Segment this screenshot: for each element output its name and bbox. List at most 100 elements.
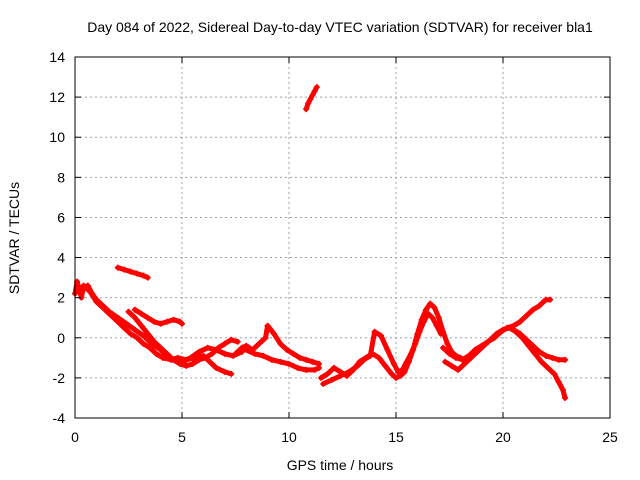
series-arc-10-points	[320, 310, 444, 387]
data-point	[371, 328, 378, 335]
data-point	[549, 354, 556, 361]
series-arc-1	[72, 279, 234, 377]
data-point	[459, 356, 466, 363]
y-tick-label: 10	[49, 129, 65, 145]
series-arc-7	[243, 347, 322, 373]
data-point	[256, 340, 263, 347]
series-arc-4-points	[114, 264, 151, 281]
data-point	[390, 360, 397, 367]
x-tick-label: 5	[178, 429, 186, 445]
data-point	[204, 344, 211, 351]
x-axis-label: GPS time / hours	[287, 457, 394, 473]
data-point	[179, 320, 185, 327]
data-point	[422, 306, 429, 313]
axis-layer: 0 5 10 15 20 25 -4 -2 0 2 4 6 8 10 12 14	[49, 49, 618, 445]
data-point	[234, 338, 241, 345]
data-point	[196, 356, 203, 363]
data-point	[164, 350, 171, 357]
data-point	[138, 310, 145, 317]
data-point	[140, 332, 147, 339]
y-tick-label: 8	[57, 169, 65, 185]
data-point	[532, 350, 539, 357]
data-point	[416, 328, 423, 335]
data-point	[562, 356, 569, 363]
data-point	[435, 314, 442, 321]
data-point	[544, 364, 551, 371]
data-point	[393, 374, 399, 381]
data-point	[437, 330, 444, 337]
series-arc-12	[442, 325, 568, 401]
y-tick-label: 6	[57, 209, 65, 225]
data-point	[157, 344, 164, 351]
data-point	[146, 344, 153, 351]
data-point	[131, 314, 138, 321]
data-point	[318, 374, 325, 381]
data-point	[93, 296, 100, 303]
data-point	[382, 362, 389, 369]
series-layer	[72, 84, 569, 401]
data-point	[277, 358, 284, 365]
data-point	[170, 356, 177, 363]
data-point	[127, 268, 134, 275]
data-point	[134, 270, 141, 277]
chart-title: Day 084 of 2022, Sidereal Day-to-day VTE…	[87, 19, 593, 35]
data-point	[131, 306, 138, 313]
data-point	[125, 308, 132, 315]
data-point	[134, 334, 141, 341]
data-point	[153, 350, 160, 357]
data-point	[452, 354, 459, 361]
data-point	[315, 364, 322, 371]
data-point	[461, 360, 468, 367]
data-point	[106, 308, 113, 315]
data-point	[354, 362, 361, 369]
series-arc-13-points	[510, 326, 569, 363]
data-point	[221, 350, 228, 357]
data-point	[397, 372, 404, 379]
data-point	[123, 320, 130, 327]
data-point	[431, 304, 438, 311]
data-point	[538, 358, 545, 365]
data-point	[286, 360, 292, 367]
data-point	[399, 366, 406, 373]
data-point	[140, 340, 147, 347]
data-point	[290, 350, 297, 357]
data-point	[260, 352, 267, 359]
data-point	[523, 336, 530, 343]
data-point	[262, 334, 269, 341]
data-point	[271, 330, 278, 337]
data-point	[429, 314, 436, 321]
x-tick-label: 10	[281, 429, 297, 445]
data-point	[268, 356, 275, 363]
data-point	[547, 296, 554, 303]
data-point	[176, 360, 183, 367]
data-point	[228, 370, 235, 377]
data-point	[164, 318, 171, 325]
data-point	[114, 264, 121, 271]
data-point	[551, 370, 558, 377]
data-point	[444, 340, 451, 347]
data-point	[243, 346, 250, 353]
data-point	[151, 318, 158, 325]
data-point	[448, 362, 455, 369]
data-point	[303, 356, 310, 363]
data-point	[375, 354, 382, 361]
data-point	[320, 380, 327, 387]
data-point	[523, 312, 530, 319]
data-point	[196, 348, 203, 355]
data-point	[510, 326, 517, 333]
data-point	[433, 322, 440, 329]
y-tick-label: 2	[57, 290, 65, 306]
data-point	[425, 310, 432, 317]
data-point	[84, 282, 91, 289]
data-point	[536, 348, 543, 355]
data-point	[493, 330, 500, 337]
data-point	[189, 360, 196, 367]
data-point	[277, 340, 284, 347]
data-point	[202, 354, 209, 361]
data-point	[121, 266, 128, 273]
data-point	[238, 344, 245, 351]
data-point	[446, 350, 453, 357]
data-point	[559, 386, 566, 393]
data-point	[529, 306, 536, 313]
